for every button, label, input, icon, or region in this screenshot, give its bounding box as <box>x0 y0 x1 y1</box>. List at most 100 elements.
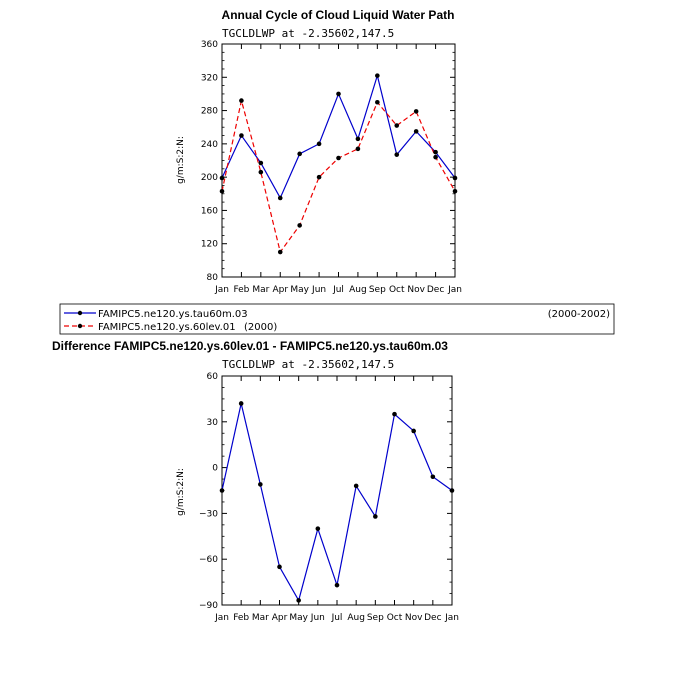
difference-chart: Difference FAMIPC5.ne120.ys.60lev.01 - F… <box>52 339 459 623</box>
chart0-ytick-label: 160 <box>201 206 218 216</box>
chart1-series-1-point <box>411 428 416 434</box>
chart1-series-1-point <box>392 411 397 417</box>
chart0-xtick-label: Jan <box>447 285 462 295</box>
chart0-title: Annual Cycle of Cloud Liquid Water Path <box>222 8 455 22</box>
chart1-xtick-label: Nov <box>405 613 423 623</box>
chart1-series-1-point <box>430 474 436 480</box>
chart1-series-1-point <box>296 598 301 603</box>
chart1-plot-frame <box>221 375 453 606</box>
legend-label-series-2: FAMIPC5.ne120.ys.60lev.01 <box>98 322 236 333</box>
chart1-ytick-label: 60 <box>207 372 219 382</box>
chart0-xtick-label: Apr <box>272 285 288 295</box>
chart1-series-1-point <box>315 526 321 531</box>
chart1-xtick-label: Apr <box>272 613 288 623</box>
chart1-series-1-point <box>449 488 455 493</box>
chart0-series-2-point <box>394 123 400 128</box>
chart0-series-1-point <box>316 141 322 147</box>
annual-cycle-chart: Annual Cycle of Cloud Liquid Water Path … <box>176 8 462 295</box>
chart0-ylabel: g/m:S:2:N: <box>176 136 186 184</box>
chart0-series-1-point <box>336 91 341 97</box>
chart0-xtick-label: Feb <box>233 285 249 295</box>
chart0-series-2-point <box>316 174 322 180</box>
chart0-xtick-label: Dec <box>427 285 444 295</box>
chart0-xtick-label: Aug <box>349 285 367 295</box>
chart0-series-2-point <box>277 249 283 255</box>
chart0-xtick-label: Mar <box>252 285 269 295</box>
chart1-xtick-label: Feb <box>233 613 249 623</box>
chart0-series-2-point <box>433 154 438 160</box>
chart0-series-2-point <box>219 188 225 194</box>
chart1-xtick-label: Mar <box>252 613 269 623</box>
chart0-xtick-label: Nov <box>407 285 425 295</box>
chart1-series-1-point <box>258 482 263 487</box>
chart0-series-2-point <box>375 99 380 105</box>
chart1-series-1-point <box>238 401 244 406</box>
chart0-subtitle: TGCLDLWP at -2.35602,147.5 <box>222 27 394 40</box>
chart0-ytick-label: 320 <box>201 73 218 83</box>
chart0-ytick-label: 240 <box>201 140 218 150</box>
chart0-ytick-label: 200 <box>201 173 218 183</box>
chart1-series-1-line <box>221 403 453 602</box>
chart0-series-2-point <box>452 188 458 194</box>
chart1-xtick-label: Jul <box>331 613 343 623</box>
chart1-xtick-label: Jan <box>444 613 459 623</box>
chart0-series-1-point <box>219 175 225 181</box>
chart0-plot-frame <box>221 43 456 278</box>
chart0-series-2-line <box>221 100 456 254</box>
chart1-xtick-label: Dec <box>424 613 441 623</box>
chart0-series-1-point <box>413 129 419 134</box>
chart0-series-1-point <box>452 175 458 181</box>
chart0-series-1-point <box>239 133 244 138</box>
chart1-title: Difference FAMIPC5.ne120.ys.60lev.01 - F… <box>52 339 448 353</box>
chart0-ytick-label: 360 <box>201 40 218 50</box>
chart1-ytick-label: −60 <box>199 555 218 565</box>
chart0-series-1-point <box>258 160 264 166</box>
chart0-xtick-label: Jun <box>311 285 326 295</box>
chart1-series-1-point <box>277 564 282 570</box>
chart0-series-2-point <box>413 109 419 114</box>
chart1-subtitle: TGCLDLWP at -2.35602,147.5 <box>222 358 394 371</box>
chart1-series-1-point <box>334 582 340 588</box>
chart0-xtick-label: Jul <box>332 285 344 295</box>
legend: FAMIPC5.ne120.ys.tau60m.03 (2000-2002) F… <box>59 303 615 335</box>
chart0-series-1-point <box>355 136 361 142</box>
legend-period-series-1: (2000-2002) <box>548 309 610 320</box>
chart1-xtick-label: Oct <box>387 613 403 623</box>
chart0-ytick-label: 120 <box>201 240 218 250</box>
chart1-ytick-label: −30 <box>199 509 218 519</box>
chart0-series-1-point <box>394 152 400 157</box>
chart0-series-2-point <box>258 169 264 175</box>
chart0-series-2-point <box>239 98 244 103</box>
chart0-series-2-point <box>355 146 361 152</box>
chart0-series-2-point <box>336 155 341 161</box>
chart1-ytick-label: 0 <box>212 464 218 474</box>
chart1-xtick-label: Sep <box>367 613 384 623</box>
legend-label-series-1: FAMIPC5.ne120.ys.tau60m.03 <box>98 309 248 320</box>
chart1-xtick-label: Aug <box>347 613 365 623</box>
chart0-xtick-label: May <box>290 285 309 295</box>
chart0-xtick-label: Sep <box>369 285 386 295</box>
chart0-series-1-point <box>297 151 302 157</box>
chart1-ytick-label: −90 <box>199 601 218 611</box>
chart0-ytick-label: 280 <box>201 107 218 117</box>
chart0-xtick-label: Jan <box>214 285 229 295</box>
chart0-series-1-point <box>433 149 438 155</box>
chart0-series-1-point <box>277 195 283 201</box>
chart1-xtick-label: Jun <box>310 613 325 623</box>
chart0-series-2-point <box>297 223 302 228</box>
chart1-ytick-label: 30 <box>207 418 219 428</box>
chart1-series-1-point <box>373 514 378 519</box>
chart0-series-1-point <box>375 73 380 78</box>
legend-frame <box>59 303 615 335</box>
chart0-xtick-label: Oct <box>389 285 405 295</box>
chart1-xtick-label: May <box>289 613 308 623</box>
legend-period-series-2: (2000) <box>244 322 277 333</box>
chart0-ytick-label: 80 <box>207 273 219 283</box>
legend-marker-series-2 <box>77 323 83 329</box>
chart1-series-1-point <box>219 488 225 493</box>
legend-marker-series-1 <box>77 310 83 316</box>
chart1-ylabel: g/m:S:2:N: <box>176 468 186 516</box>
chart1-xtick-label: Jan <box>214 613 229 623</box>
chart1-series-1-point <box>353 483 359 489</box>
